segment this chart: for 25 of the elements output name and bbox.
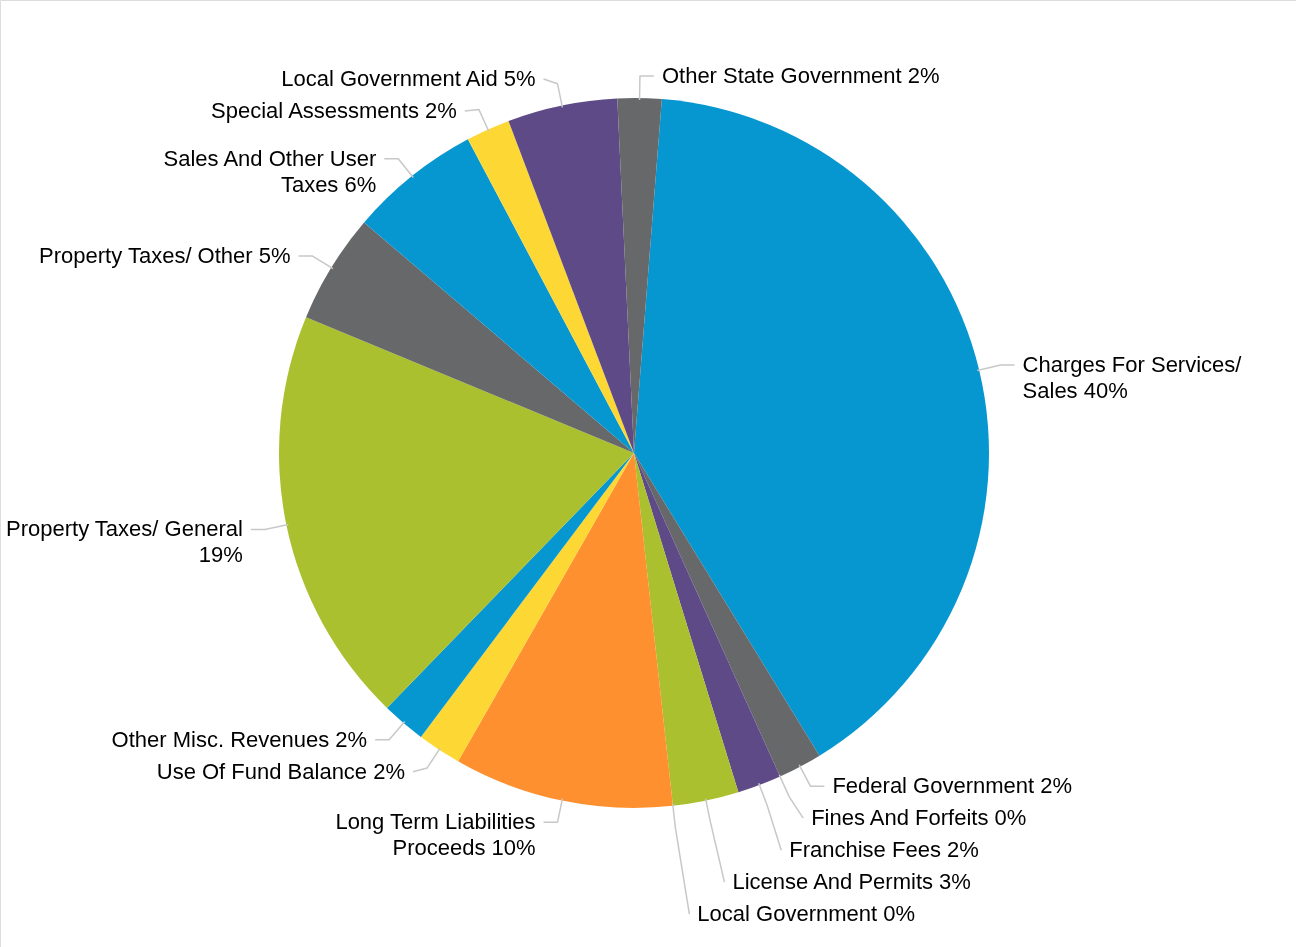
category-label: Fines And Forfeits 0% xyxy=(811,805,1027,831)
pie-slice xyxy=(467,120,634,453)
data-label: 19% xyxy=(198,542,243,568)
category-label: Local Government 0% xyxy=(697,901,916,927)
pie-slice xyxy=(508,98,634,453)
slice-label: Federal Government 2% xyxy=(832,773,1073,799)
slice-label: Long Term Liabilities Proceeds 10% xyxy=(335,809,536,861)
slice-label: Property Taxes/ Other 5% xyxy=(39,243,291,269)
slice-label: Use Of Fund Balance 2% xyxy=(156,758,406,784)
slice-label: Franchise Fees 2% xyxy=(789,837,979,863)
pie-slice xyxy=(458,453,673,808)
slice-label: Other State Government 2% xyxy=(661,63,940,89)
pie-slice xyxy=(634,453,781,793)
pie-slice xyxy=(306,222,634,453)
slice-label: License And Permits 3% xyxy=(732,869,971,895)
slice-label: Local Government Aid 5% xyxy=(281,66,536,91)
slice-label: Special Assessments 2% xyxy=(211,98,457,123)
slice-label: Charges For Services/ Sales 40% xyxy=(1022,351,1243,403)
slice-label: Property Taxes/ General xyxy=(6,516,243,542)
pie-slice xyxy=(634,453,820,777)
slice-label: Other Misc. Revenues 2% xyxy=(111,726,368,752)
pie-slice xyxy=(420,453,634,762)
slice-label: Sales And Other User Taxes 6% xyxy=(163,145,377,197)
pie-slice xyxy=(634,453,739,806)
pie-slice xyxy=(279,317,634,708)
